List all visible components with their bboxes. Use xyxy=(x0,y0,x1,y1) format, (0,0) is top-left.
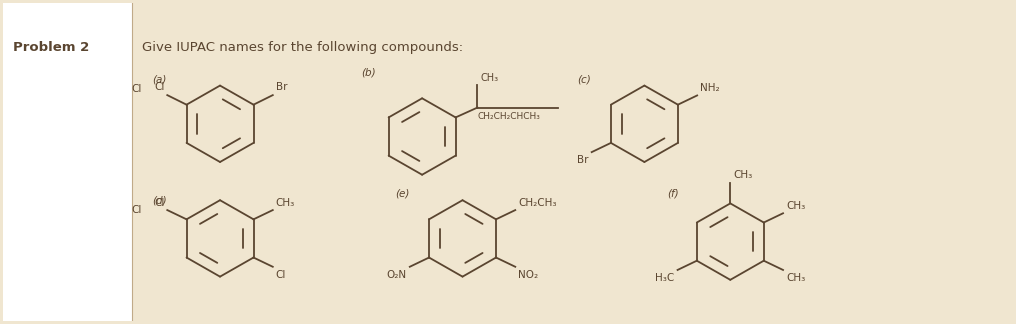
Text: Br: Br xyxy=(577,155,588,165)
Bar xyxy=(3,3,132,321)
Text: Cl: Cl xyxy=(153,198,165,208)
Text: O₂N: O₂N xyxy=(387,270,406,280)
Text: Br: Br xyxy=(275,82,288,92)
Text: Cl: Cl xyxy=(153,82,165,92)
Text: Give IUPAC names for the following compounds:: Give IUPAC names for the following compo… xyxy=(142,41,463,54)
Text: NO₂: NO₂ xyxy=(518,270,538,280)
Text: CH₃: CH₃ xyxy=(734,170,753,180)
Text: CH₃: CH₃ xyxy=(481,73,499,83)
Text: Problem 2: Problem 2 xyxy=(13,41,89,54)
Text: NH₂: NH₂ xyxy=(700,83,719,93)
Text: Cl: Cl xyxy=(275,270,287,280)
Text: CH₃: CH₃ xyxy=(786,273,806,283)
Text: CH₂CH₃: CH₂CH₃ xyxy=(518,198,557,208)
Text: (f): (f) xyxy=(668,189,680,199)
Text: CH₃: CH₃ xyxy=(786,201,806,211)
Text: (c): (c) xyxy=(577,74,590,84)
Text: (b): (b) xyxy=(362,68,376,78)
Text: H₃C: H₃C xyxy=(655,273,675,283)
Text: (a): (a) xyxy=(152,74,167,84)
Text: Cl: Cl xyxy=(132,84,142,94)
Text: (d): (d) xyxy=(152,195,167,205)
Text: Cl: Cl xyxy=(132,205,142,215)
Text: (e): (e) xyxy=(395,189,409,199)
Text: CH₂CH₂CHCH₃: CH₂CH₂CHCH₃ xyxy=(478,112,541,121)
Text: CH₃: CH₃ xyxy=(275,198,295,208)
